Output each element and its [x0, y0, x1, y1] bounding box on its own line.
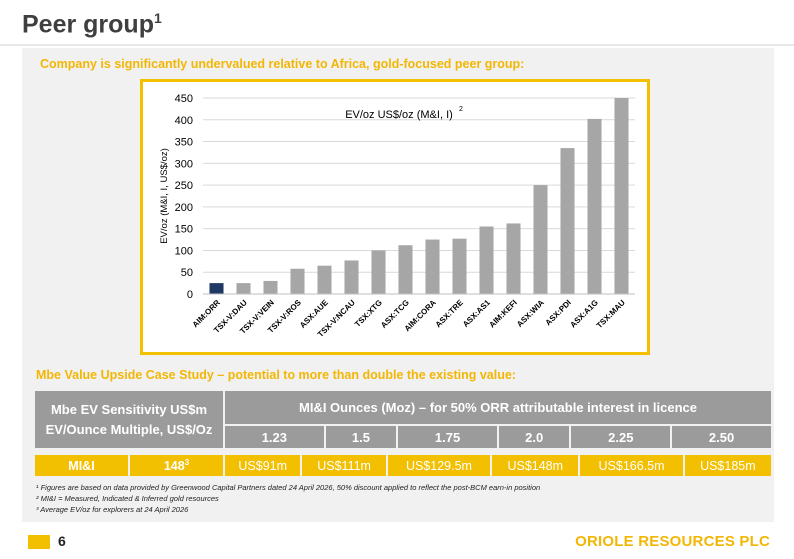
sensitivity-values-table: MI&I 1483 US$91m US$111m US$129.5m US$14… [33, 453, 773, 478]
bar [317, 265, 332, 294]
chart-title: EV/oz US$/oz (M&I, I) [345, 109, 453, 121]
x-tick-label: ASX:WIA [515, 298, 546, 329]
bar [587, 118, 602, 294]
table-cell: US$185m [684, 455, 771, 476]
sensitivity-header-line1: Mbe EV Sensitivity US$m [50, 401, 208, 417]
title-divider [0, 44, 794, 46]
row-multiple-footnote: 3 [184, 457, 190, 467]
table-cell: US$166.5m [580, 455, 683, 476]
y-tick-label: 300 [175, 158, 193, 170]
row-multiple: 1483 [130, 455, 223, 476]
bar [209, 283, 224, 294]
bar [452, 238, 467, 294]
bar [344, 260, 359, 294]
bar [236, 283, 251, 294]
peer-chart-frame: 0 50 100 150 200 250 300 350 400 450 EV/oz (M&I, I… [140, 79, 650, 355]
ounces-col-header: 1.75 [398, 426, 497, 448]
y-tick-label: 350 [175, 137, 193, 149]
ounces-col-header: 2.25 [571, 426, 671, 448]
y-tick-label: 100 [175, 245, 193, 257]
y-tick-label: 0 [187, 289, 193, 301]
table-cell: US$91m [225, 455, 301, 476]
y-axis-label: EV/oz (M&I, I, US$/oz) [159, 148, 170, 244]
peer-bar-chart: 0 50 100 150 200 250 300 350 400 450 EV/oz (M&I, I… [159, 93, 635, 339]
bar [398, 245, 413, 294]
bar [425, 239, 440, 294]
footnote: ¹ Figures are based on data provided by … [36, 483, 541, 492]
slide-title-footnote: 1 [153, 10, 162, 26]
x-tick-label: AIM:KEFI [487, 298, 519, 330]
subtitle: Company is significantly undervalued rel… [40, 57, 525, 71]
footnote: ³ Average EV/oz for explorers at 24 Apri… [36, 505, 189, 514]
company-name: ORIOLE RESOURCES PLC [575, 533, 770, 550]
y-tick-label: 150 [175, 224, 193, 236]
case-study-title: Mbe Value Upside Case Study – potential … [36, 368, 516, 382]
ounces-col-header: 2.0 [498, 426, 570, 448]
sensitivity-header-line2: EV/Ounce Multiple, US$/Oz [45, 421, 213, 437]
footnotes: ¹ Figures are based on data provided by … [36, 482, 540, 515]
ounces-header: MI&I Ounces (Moz) – for 50% ORR attribut… [225, 391, 771, 424]
ounces-col-header: 2.50 [672, 426, 771, 448]
chart-title-footnote: 2 [459, 106, 463, 113]
bar [290, 268, 305, 294]
row-multiple-value: 148 [163, 459, 185, 474]
bar [371, 250, 386, 294]
x-tick-label: ASX:TRE [434, 298, 466, 330]
sensitivity-header-left: Mbe EV Sensitivity US$m EV/Ounce Multipl… [35, 391, 223, 448]
bar [263, 280, 278, 294]
table-row: MI&I 1483 US$91m US$111m US$129.5m US$14… [35, 455, 771, 476]
bar [533, 185, 548, 294]
row-label: MI&I [35, 455, 128, 476]
x-tick-label: TSX:MAU [595, 298, 627, 330]
y-tick-label: 250 [175, 180, 193, 192]
footnote: ² MI&I = Measured, Indicated & Inferred … [36, 494, 219, 503]
bar [614, 98, 629, 294]
ounces-col-header: 1.5 [325, 426, 397, 448]
bar [479, 226, 494, 294]
slide-title: Peer group1 [22, 10, 162, 39]
bar [506, 223, 521, 294]
sensitivity-table: Mbe EV Sensitivity US$m EV/Ounce Multipl… [33, 389, 773, 450]
bar [560, 148, 575, 294]
table-cell: US$129.5m [387, 455, 491, 476]
ounces-col-header: 1.23 [225, 426, 324, 448]
table-cell: US$148m [492, 455, 579, 476]
page-number-marker [28, 535, 50, 549]
slide-title-text: Peer group [22, 10, 154, 39]
y-tick-label: 50 [181, 267, 193, 279]
y-tick-label: 450 [175, 93, 193, 105]
table-cell: US$111m [302, 455, 386, 476]
y-tick-label: 200 [175, 202, 193, 214]
y-tick-label: 400 [175, 115, 193, 127]
page-number: 6 [58, 533, 66, 549]
